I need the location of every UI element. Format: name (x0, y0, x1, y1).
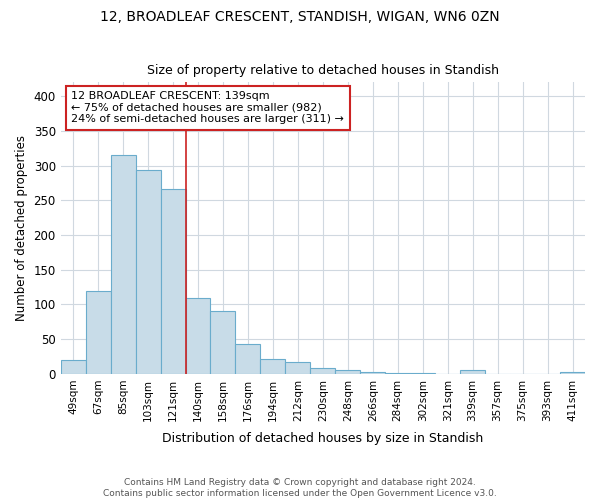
Bar (360, 372, 385, 374)
Bar (560, 372, 585, 374)
Bar (235, 344, 260, 374)
Bar (61, 360, 86, 374)
Bar (211, 312, 235, 374)
Bar (161, 188, 185, 374)
Bar (460, 370, 485, 374)
Bar (286, 362, 310, 374)
Bar (260, 358, 286, 374)
Text: 12 BROADLEAF CRESCENT: 139sqm
← 75% of detached houses are smaller (982)
24% of : 12 BROADLEAF CRESCENT: 139sqm ← 75% of d… (71, 91, 344, 124)
Text: Contains HM Land Registry data © Crown copyright and database right 2024.
Contai: Contains HM Land Registry data © Crown c… (103, 478, 497, 498)
Bar (86, 290, 110, 374)
Title: Size of property relative to detached houses in Standish: Size of property relative to detached ho… (147, 64, 499, 77)
Bar (185, 298, 211, 374)
Bar (410, 373, 435, 374)
Bar (110, 155, 136, 374)
X-axis label: Distribution of detached houses by size in Standish: Distribution of detached houses by size … (162, 432, 484, 445)
Y-axis label: Number of detached properties: Number of detached properties (15, 135, 28, 321)
Bar (310, 368, 335, 374)
Text: 12, BROADLEAF CRESCENT, STANDISH, WIGAN, WN6 0ZN: 12, BROADLEAF CRESCENT, STANDISH, WIGAN,… (100, 10, 500, 24)
Bar (136, 170, 161, 374)
Bar (335, 370, 360, 374)
Bar (385, 372, 410, 374)
